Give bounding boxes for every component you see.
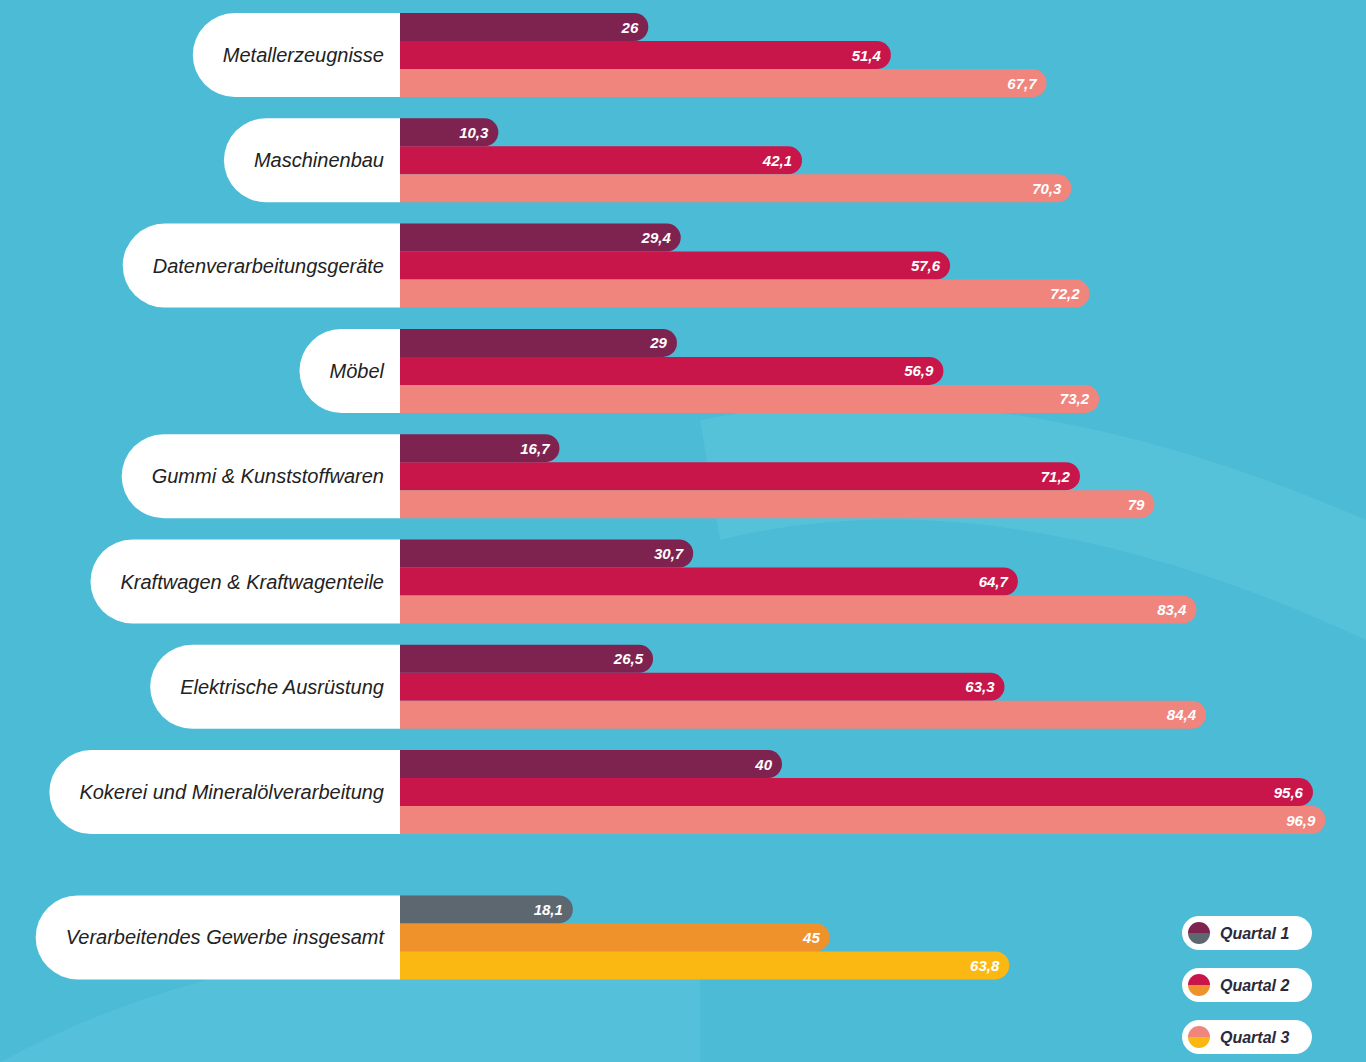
category-pill [193,13,400,97]
data-label: 79 [1128,496,1145,513]
data-label: 83,4 [1157,601,1187,618]
data-label: 63,8 [970,957,1000,974]
legend-swatch [1188,985,1210,996]
category-label: Elektrische Ausrüstung [180,676,384,698]
category-pill [300,329,400,413]
data-label: 56,9 [904,362,934,379]
bar [400,385,1099,413]
legend-swatch [1188,933,1210,944]
legend-item [1182,968,1312,1002]
category-label: Metallerzeugnisse [223,44,384,66]
data-label: 67,7 [1007,75,1037,92]
bar [400,750,782,778]
legend-swatch [1188,1037,1210,1048]
category-label: Verarbeitendes Gewerbe insgesamt [66,926,386,948]
bar [400,568,1018,596]
data-label: 73,2 [1060,390,1090,407]
bar [400,895,573,923]
background [0,0,1366,1062]
bar [400,146,802,174]
bar [400,69,1047,97]
category-label: Kokerei und Mineralölverarbeitung [79,781,384,803]
bar [400,462,1080,490]
bar [400,13,648,41]
category-label: Maschinenbau [254,149,384,171]
bar [400,280,1090,308]
legend-item [1182,1020,1312,1054]
bar [400,224,681,252]
data-label: 40 [754,756,772,773]
data-label: 57,6 [911,257,941,274]
category-pill [49,750,400,834]
data-label: 29,4 [641,229,672,246]
legend-swatch [1188,1026,1210,1037]
bar [400,118,498,146]
data-label: 10,3 [459,124,489,141]
data-label: 42,1 [762,152,792,169]
bar [400,806,1325,834]
legend-label: Quartal 2 [1220,977,1289,994]
bar [400,252,950,280]
category-pill [91,540,401,624]
data-label: 72,2 [1050,285,1080,302]
bar [400,673,1005,701]
bar [400,645,653,673]
data-label: 26,5 [613,650,644,667]
category-label: Kraftwagen & Kraftwagenteile [121,571,385,593]
data-label: 16,7 [520,440,550,457]
category-pill [122,434,400,518]
category-labels: Metallerzeugnisse Maschinenbau Datenverarb… [36,13,400,979]
category-pill [150,645,400,729]
value-labels: 26 10,3 29,4 29 16,7 30,7 26,5 40 18,1 51,4 42,1 57… [459,19,1316,974]
data-label: 26 [621,19,639,36]
legend-label: Quartal 1 [1220,925,1289,942]
data-label: 95,6 [1274,784,1304,801]
bar [400,329,677,357]
category-pill [123,224,400,308]
category-label: Möbel [330,360,385,382]
legend-label: Quartal 3 [1220,1029,1289,1046]
category-pill [224,118,400,202]
bar [400,701,1206,729]
legend-item [1182,916,1312,950]
bar [400,434,559,462]
data-label: 70,3 [1032,180,1062,197]
bar [400,490,1154,518]
data-label: 71,2 [1041,468,1071,485]
data-label: 45 [802,929,820,946]
data-label: 18,1 [534,901,563,918]
legend-swatch [1188,974,1210,985]
data-label: 96,9 [1286,812,1316,829]
data-label: 51,4 [852,47,882,64]
bar [400,923,830,951]
bar [400,357,943,385]
bars [400,13,1325,979]
data-label: 84,4 [1167,706,1197,723]
legend: Quartal 1 Quartal 2 Quartal 3 [1182,916,1312,1054]
bar [400,41,891,69]
bar [400,596,1196,624]
data-label: 29 [649,334,667,351]
bar [400,778,1313,806]
bar [400,174,1071,202]
chart: Metallerzeugnisse Maschinenbau Datenverarb… [0,0,1366,1062]
data-label: 30,7 [654,545,684,562]
data-label: 64,7 [979,573,1009,590]
legend-swatch [1188,922,1210,933]
bar [400,951,1009,979]
data-label: 63,3 [965,678,995,695]
category-label: Datenverarbeitungsgeräte [153,255,384,277]
category-pill [36,895,400,979]
bar [400,540,693,568]
category-label: Gummi & Kunststoffwaren [152,465,384,487]
